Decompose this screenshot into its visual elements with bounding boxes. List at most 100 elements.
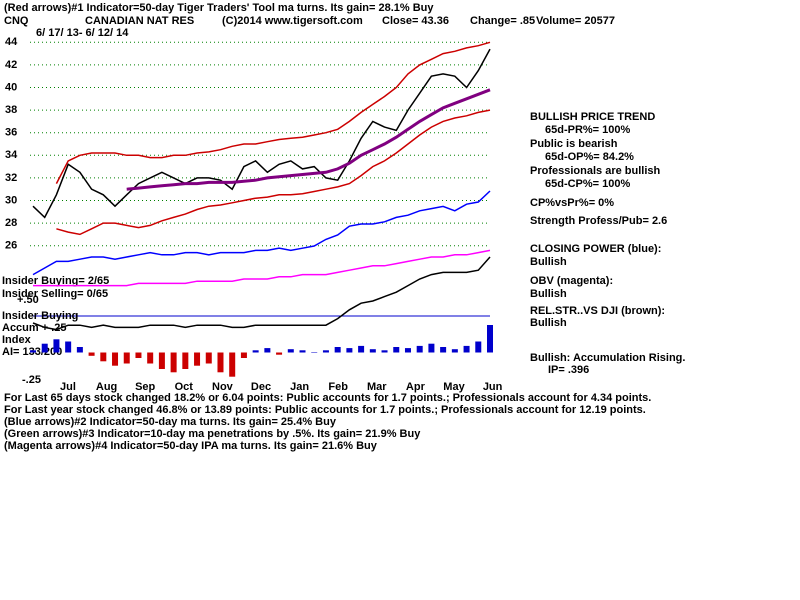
note: 65d-OP%= 84.2% (545, 151, 634, 163)
accum-bar (334, 347, 341, 353)
accum-bar (287, 349, 294, 353)
series-line (33, 249, 491, 287)
date-range: 6/ 17/ 13- 6/ 12/ 14 (36, 27, 129, 39)
footer-line: (Blue arrows)#2 Indicator=50-day ma turn… (4, 416, 337, 428)
change: Change= .85 (470, 15, 535, 27)
x-tick-label: May (443, 381, 465, 393)
accum-bar (276, 352, 283, 355)
footer-line: For Last 65 days stock changed 18.2% or … (4, 392, 651, 404)
note: CLOSING POWER (blue): (530, 243, 661, 255)
x-tick-label: Jul (60, 381, 76, 393)
series-line (32, 48, 491, 219)
accum-bar (311, 352, 318, 353)
copyright: (C)2014 www.tigersoft.com (222, 15, 363, 27)
accum-bar (100, 352, 107, 362)
accum-bar (76, 347, 83, 353)
panel-label: Insider Buying= 2/65 (2, 275, 109, 287)
panel-label: Insider Buying (2, 310, 78, 322)
panel-label: Accum + .25 (2, 322, 67, 334)
accum-bar (217, 352, 224, 373)
y-tick-label: 40 (5, 81, 17, 93)
company: CANADIAN NAT RES (85, 15, 194, 27)
note: Bullish (530, 256, 567, 268)
accum-bar (393, 347, 400, 353)
accum-bar (299, 350, 306, 353)
y-tick-label: 28 (5, 217, 17, 229)
footer-line: For Last year stock changed 46.8% or 13.… (4, 404, 646, 416)
series-line (56, 109, 491, 236)
y-tick-label: 26 (5, 240, 17, 252)
note: 65d-CP%= 100% (545, 178, 631, 190)
accum-bar (65, 341, 72, 353)
x-tick-label: Oct (175, 381, 194, 393)
x-tick-label: Feb (328, 381, 348, 393)
y-tick-label: 42 (5, 59, 17, 71)
accum-bar (147, 352, 154, 364)
y-tick-label: 30 (5, 194, 17, 206)
panel-label: Index (2, 334, 32, 346)
note: Bullish (530, 317, 567, 329)
y-tick-label: 36 (5, 127, 17, 139)
accum-bar (194, 352, 201, 366)
y-tick-label: 38 (5, 104, 17, 116)
accum-bar (112, 352, 119, 366)
accum-bar (416, 345, 423, 353)
accum-bar (322, 350, 329, 353)
accum-bar (358, 345, 365, 353)
x-tick-label: Aug (96, 381, 117, 393)
accum-bar (88, 352, 95, 356)
x-tick-label: Sep (135, 381, 155, 393)
accum-bar (123, 352, 130, 364)
header-line: (Red arrows)#1 Indicator=50-day Tiger Tr… (4, 2, 434, 14)
ticker: CNQ (4, 15, 29, 27)
accum-bar (428, 343, 435, 353)
series-line (32, 256, 491, 331)
note: BULLISH PRICE TREND (530, 111, 655, 123)
accum-bar (205, 352, 212, 364)
x-tick-label: Dec (251, 381, 271, 393)
panel-label: +.50 (17, 294, 39, 306)
x-tick-label: Jan (290, 381, 309, 393)
note: 65d-PR%= 100% (545, 124, 631, 136)
close: Close= 43.36 (382, 15, 449, 27)
accum-bar (135, 352, 142, 358)
note: Strength Profess/Pub= 2.6 (530, 215, 667, 227)
accum-bar (252, 350, 259, 353)
y-tick-label: 32 (5, 172, 17, 184)
accum-bar (229, 352, 236, 377)
series-line (55, 41, 491, 184)
accum-bar (369, 349, 376, 353)
accum-bar (240, 352, 247, 358)
accum-bar (264, 348, 271, 353)
series-line (32, 190, 491, 276)
note: Bullish (530, 288, 567, 300)
y-tick-label: 34 (5, 149, 18, 161)
accum-bar (53, 339, 60, 353)
x-tick-label: Apr (406, 381, 426, 393)
accum-bar (475, 341, 482, 353)
x-tick-label: Mar (367, 381, 387, 393)
accum-bar (463, 345, 470, 353)
footer-line: (Magenta arrows)#4 Indicator=50-day IPA … (4, 440, 378, 452)
x-tick-label: Jun (483, 381, 503, 393)
accum-bar (451, 349, 458, 353)
panel-label: -.25 (22, 374, 41, 386)
x-tick-label: Nov (212, 381, 234, 393)
accum-bar (41, 343, 48, 353)
y-tick-label: 44 (5, 36, 18, 48)
note: Bullish: Accumulation Rising. (530, 352, 685, 364)
footer-line: (Green arrows)#3 Indicator=10-day ma pen… (4, 428, 421, 440)
accum-bar (158, 352, 165, 369)
accum-bar (404, 348, 411, 353)
note: OBV (magenta): (530, 275, 613, 287)
note: Professionals are bullish (530, 165, 660, 177)
note: Public is bearish (530, 138, 618, 150)
accum-bar (30, 350, 36, 353)
accum-bar (381, 350, 388, 353)
accum-bar (182, 352, 189, 369)
accum-bar (346, 348, 353, 353)
accum-bar (440, 347, 447, 353)
note: IP= .396 (548, 364, 589, 376)
